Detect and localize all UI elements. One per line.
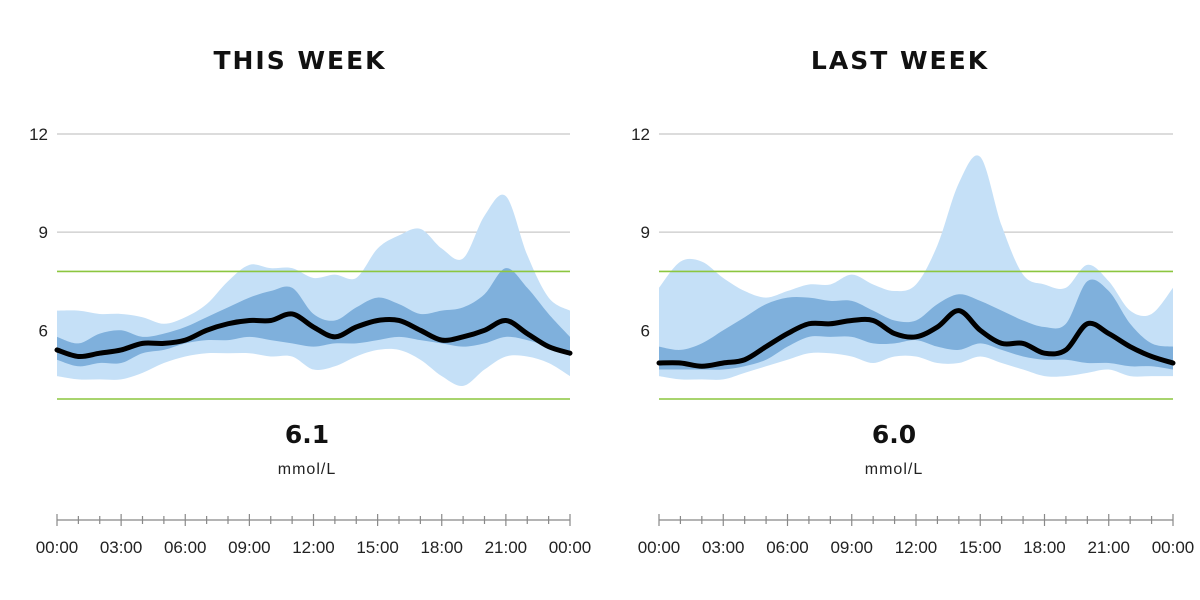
y-tick-label: 9 <box>39 223 48 242</box>
x-tick-label: 21:00 <box>1087 538 1130 557</box>
x-tick-label: 18:00 <box>1023 538 1066 557</box>
band-25-75 <box>659 279 1173 370</box>
chart-svg-this-week: 6 9 12 00:00 03:00 06:00 09:00 12:00 15:00 18:00… <box>29 125 592 557</box>
x-tick-label: 00:00 <box>638 538 681 557</box>
chart-panel-this-week: THIS WEEK 6 9 12 00:00 03:00 06:00 09:00 12:00… <box>29 46 592 557</box>
average-value: 6.1 <box>285 420 329 449</box>
x-tick-label: 03:00 <box>100 538 143 557</box>
x-tick-label: 09:00 <box>830 538 873 557</box>
y-tick-label: 6 <box>641 321 650 340</box>
y-tick-label: 9 <box>641 223 650 242</box>
x-tick-label: 06:00 <box>164 538 207 557</box>
median-line <box>656 308 1176 369</box>
average-unit: mmol/L <box>278 461 336 478</box>
x-tick-label: 00:00 <box>549 538 592 557</box>
x-tick-label: 09:00 <box>228 538 271 557</box>
y-tick-label: 12 <box>631 125 650 144</box>
average-value: 6.0 <box>872 420 916 449</box>
x-tick-label: 12:00 <box>292 538 335 557</box>
median-line <box>54 311 573 360</box>
x-tick-label: 15:00 <box>959 538 1002 557</box>
chart-title: LAST WEEK <box>810 46 990 75</box>
chart-title: THIS WEEK <box>213 46 387 75</box>
x-tick-label: 06:00 <box>766 538 809 557</box>
chart-panel-last-week: LAST WEEK 6 9 12 00:00 03:00 06:00 09:00 12:00… <box>600 0 1200 600</box>
y-tick-label: 6 <box>39 321 48 340</box>
average-unit: mmol/L <box>865 461 923 478</box>
x-tick-label: 00:00 <box>1152 538 1195 557</box>
x-tick-label: 12:00 <box>895 538 938 557</box>
x-tick-label: 21:00 <box>485 538 528 557</box>
x-tick-label: 18:00 <box>420 538 463 557</box>
x-tick-label: 03:00 <box>702 538 745 557</box>
x-tick-label: 00:00 <box>36 538 79 557</box>
x-tick-label: 15:00 <box>356 538 399 557</box>
chart-svg-last-week: 6 9 12 00:00 03:00 06:00 09:00 12:00 15:00 18:00… <box>631 125 1195 557</box>
y-tick-label: 12 <box>29 125 48 144</box>
